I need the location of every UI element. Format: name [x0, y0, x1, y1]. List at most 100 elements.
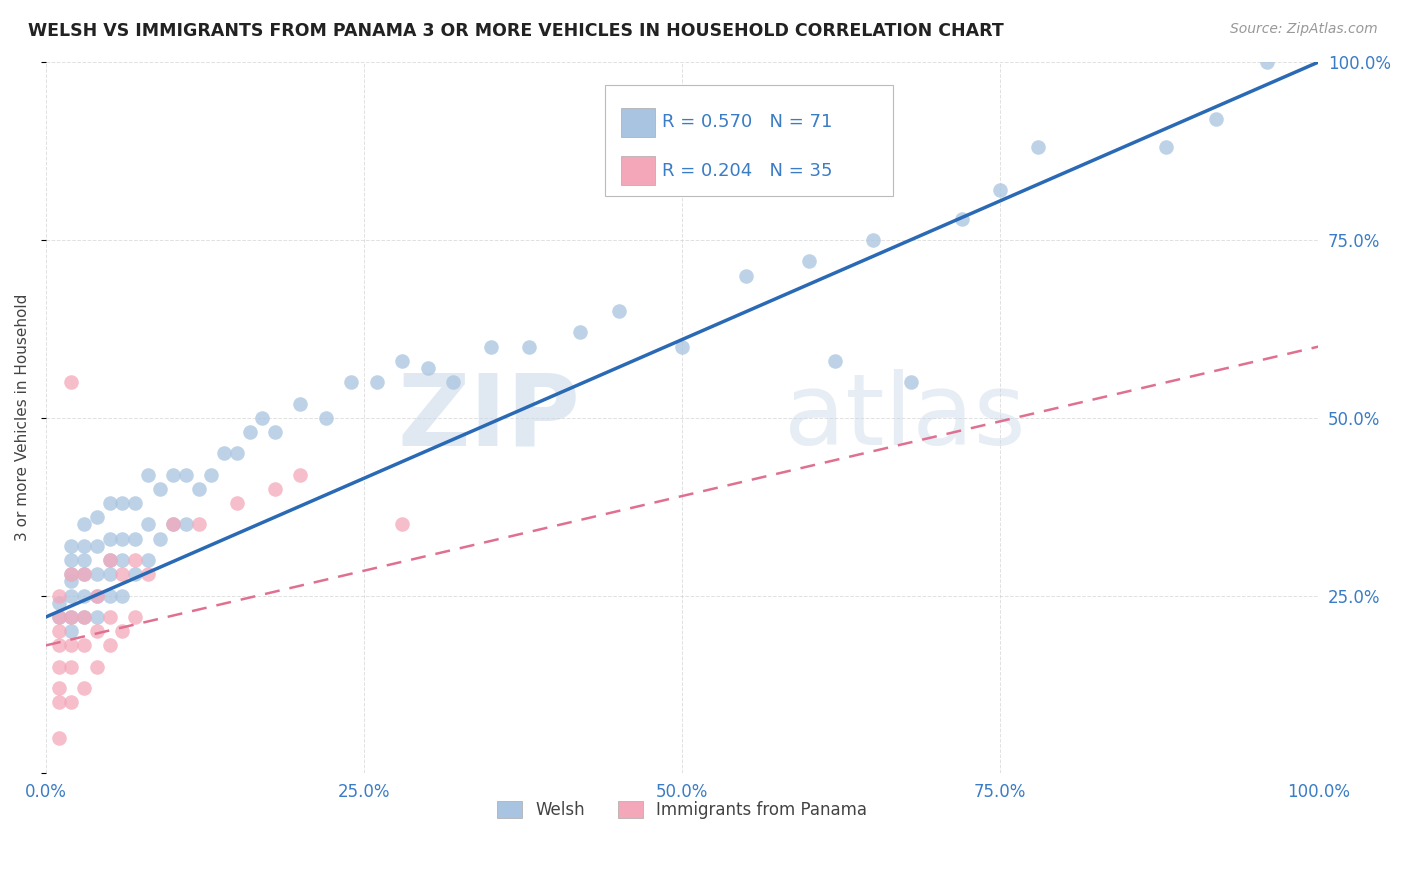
- Point: [48, 731, 70, 745]
- Y-axis label: 3 or more Vehicles in Household: 3 or more Vehicles in Household: [15, 294, 30, 541]
- Point: [111, 532, 134, 546]
- Point: [1256, 55, 1278, 70]
- Point: [174, 517, 197, 532]
- Point: [60, 589, 83, 603]
- Point: [60, 610, 83, 624]
- Point: [950, 211, 973, 226]
- Point: [238, 425, 260, 439]
- Point: [391, 517, 413, 532]
- Point: [264, 482, 287, 496]
- Point: [340, 375, 363, 389]
- Point: [136, 553, 159, 567]
- Point: [290, 396, 312, 410]
- Point: [73, 517, 96, 532]
- Point: [73, 567, 96, 582]
- Point: [86, 589, 108, 603]
- Point: [48, 596, 70, 610]
- Point: [48, 610, 70, 624]
- Point: [98, 639, 121, 653]
- Point: [98, 610, 121, 624]
- Point: [136, 517, 159, 532]
- Point: [48, 681, 70, 695]
- Point: [86, 589, 108, 603]
- Point: [124, 553, 146, 567]
- Point: [48, 639, 70, 653]
- Point: [111, 624, 134, 639]
- Point: [124, 532, 146, 546]
- Point: [149, 482, 172, 496]
- Point: [162, 467, 184, 482]
- Point: [290, 467, 312, 482]
- Point: [98, 553, 121, 567]
- Point: [734, 268, 756, 283]
- Point: [799, 254, 821, 268]
- Point: [48, 659, 70, 673]
- Point: [187, 517, 209, 532]
- Point: [86, 624, 108, 639]
- Point: [60, 624, 83, 639]
- Point: [60, 375, 83, 389]
- Point: [187, 482, 209, 496]
- Point: [212, 446, 235, 460]
- Point: [252, 410, 274, 425]
- Point: [73, 639, 96, 653]
- Point: [862, 233, 884, 247]
- Point: [900, 375, 922, 389]
- Point: [73, 610, 96, 624]
- Point: [86, 539, 108, 553]
- Point: [48, 624, 70, 639]
- Point: [391, 354, 413, 368]
- Point: [988, 183, 1011, 197]
- Point: [98, 496, 121, 510]
- Text: ZIP: ZIP: [398, 369, 581, 467]
- Point: [86, 567, 108, 582]
- Point: [60, 695, 83, 709]
- Point: [98, 553, 121, 567]
- Text: Source: ZipAtlas.com: Source: ZipAtlas.com: [1230, 22, 1378, 37]
- Point: [60, 539, 83, 553]
- Point: [225, 496, 247, 510]
- Point: [73, 681, 96, 695]
- Point: [60, 553, 83, 567]
- Point: [264, 425, 287, 439]
- Point: [73, 610, 96, 624]
- Point: [136, 567, 159, 582]
- Text: R = 0.570   N = 71: R = 0.570 N = 71: [662, 113, 832, 131]
- Point: [111, 496, 134, 510]
- Point: [60, 639, 83, 653]
- Point: [86, 659, 108, 673]
- Point: [98, 532, 121, 546]
- Point: [671, 340, 693, 354]
- Point: [111, 567, 134, 582]
- Point: [86, 610, 108, 624]
- Point: [48, 610, 70, 624]
- Point: [124, 610, 146, 624]
- Point: [824, 354, 846, 368]
- Point: [1154, 140, 1177, 154]
- Point: [162, 517, 184, 532]
- Point: [60, 659, 83, 673]
- Point: [416, 361, 439, 376]
- Point: [607, 304, 630, 318]
- Point: [225, 446, 247, 460]
- Point: [60, 610, 83, 624]
- Point: [111, 553, 134, 567]
- Point: [441, 375, 464, 389]
- Point: [73, 567, 96, 582]
- Point: [174, 467, 197, 482]
- Point: [98, 567, 121, 582]
- Point: [162, 517, 184, 532]
- Point: [48, 589, 70, 603]
- Point: [519, 340, 541, 354]
- Point: [136, 467, 159, 482]
- Point: [569, 326, 592, 340]
- Point: [73, 539, 96, 553]
- Point: [60, 574, 83, 589]
- Point: [315, 410, 337, 425]
- Point: [479, 340, 502, 354]
- Point: [124, 567, 146, 582]
- Point: [1205, 112, 1227, 126]
- Point: [48, 695, 70, 709]
- Point: [60, 567, 83, 582]
- Point: [111, 589, 134, 603]
